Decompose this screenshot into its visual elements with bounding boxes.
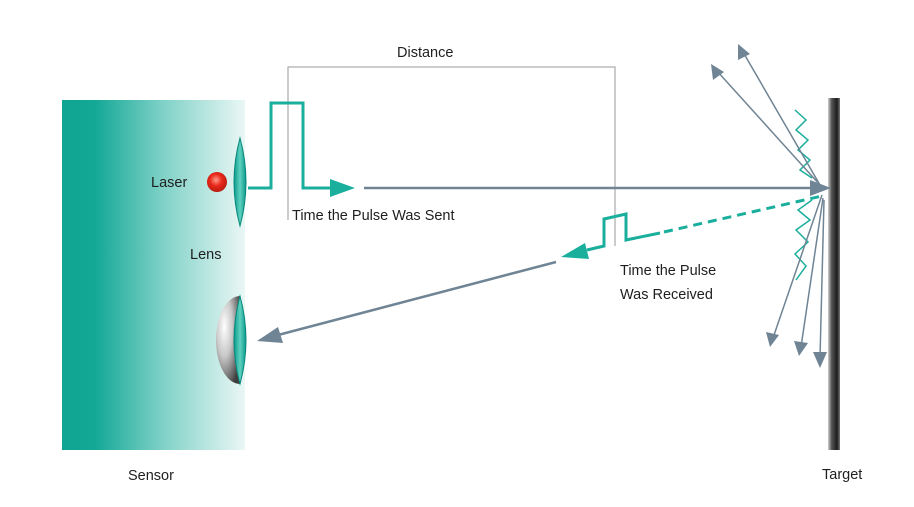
return-beam-arrowhead [257,327,283,343]
scatter-ray-1 [742,51,821,186]
pulse-sent-label: Time the Pulse Was Sent [292,208,455,224]
scatter-ray-5 [819,199,825,359]
scatter-ray-3-head [766,332,779,347]
scatter-ray-4 [800,197,824,348]
scattered-light [711,44,827,368]
received-pulse-waveform [586,212,661,252]
received-pulse-dashed [663,194,823,234]
sensor-body [62,100,245,450]
distance-bracket [287,66,616,246]
emitter-lens [233,136,247,228]
lens-label: Lens [190,247,222,263]
detector-dome [216,296,240,384]
pulse-received-label-line1: Time the Pulse [620,263,717,279]
pulse-received-label-line2: Was Received [620,287,713,303]
target-label: Target [822,467,863,483]
sent-pulse-arrowhead [330,179,355,197]
received-pulse-arrowhead [561,243,589,259]
scatter-wave-lower [793,199,813,281]
detector-lens [233,294,247,386]
scatter-wave-upper [794,109,813,179]
scatter-ray-3 [772,194,823,339]
laser-label: Laser [151,175,188,191]
target-wall [828,98,840,450]
sent-pulse-waveform [248,101,330,190]
scatter-ray-4-head [794,341,808,356]
outgoing-beam-arrowhead [810,180,831,196]
return-beam [277,260,557,337]
sensor-label: Sensor [128,468,174,484]
scatter-ray-2-head [711,64,724,80]
distance-label: Distance [397,45,454,61]
laser-emitter [207,172,227,192]
scatter-ray-1-head [738,44,750,60]
scatter-ray-5-head [813,352,827,368]
scatter-ray-2 [716,70,821,186]
